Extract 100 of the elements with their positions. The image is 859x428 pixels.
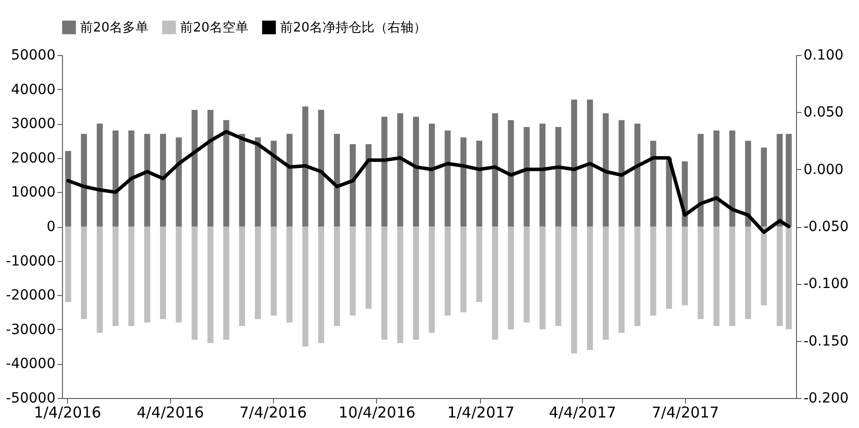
x-tick-label: 4/4/2017 (548, 404, 616, 422)
bar (350, 226, 356, 316)
bar (713, 130, 720, 226)
bar (634, 124, 640, 226)
bar (745, 226, 752, 320)
bar (112, 130, 119, 226)
legend-label: 前20名空单 (180, 20, 249, 36)
bar (540, 226, 546, 330)
x-tick-label: 7/4/2016 (239, 404, 307, 422)
bar (413, 226, 420, 340)
bar (729, 130, 736, 226)
x-tick-label: 10/4/2016 (338, 404, 416, 422)
bar (397, 113, 404, 226)
bar (586, 226, 593, 350)
bar (80, 134, 87, 226)
bar (318, 110, 324, 226)
y-tick-label: 10000 (10, 184, 56, 201)
bar (96, 226, 103, 333)
y-tick-label: 0 (46, 219, 56, 235)
bar (381, 226, 388, 340)
bar (223, 120, 230, 226)
bar (397, 226, 404, 344)
bar (476, 226, 482, 302)
bar (65, 226, 72, 302)
y2-tick-label: 0.000 (804, 162, 844, 178)
bar (192, 110, 198, 226)
y-tick-label: -10000 (6, 253, 56, 270)
bar (302, 226, 308, 347)
bar (476, 140, 482, 226)
bar (176, 226, 182, 323)
y2-tick-label: -0.200 (804, 390, 849, 406)
bar (571, 226, 578, 354)
bar (444, 130, 451, 226)
bar (334, 134, 340, 226)
bar (571, 100, 578, 226)
bar (223, 226, 230, 340)
bar (176, 137, 182, 226)
x-tick-label: 1/4/2017 (447, 404, 515, 422)
bar (302, 106, 308, 226)
bar (745, 140, 752, 226)
bar (666, 226, 672, 309)
legend-label: 前20名净持仓比（右轴） (280, 20, 427, 36)
bar (96, 124, 103, 226)
bar (286, 134, 293, 226)
y-tick-label: -30000 (6, 322, 56, 338)
y-tick-label: -40000 (6, 356, 56, 372)
legend-label: 前20名多单 (80, 20, 149, 36)
y-tick-label: 20000 (10, 150, 56, 166)
bar (366, 226, 372, 309)
bar (555, 226, 562, 326)
bar (729, 226, 736, 326)
bar (239, 134, 246, 226)
bar (144, 226, 150, 323)
bar (682, 226, 688, 306)
x-tick-label: 1/4/2016 (34, 404, 102, 422)
bar (713, 226, 720, 326)
bar (760, 226, 767, 306)
bar (586, 100, 593, 226)
y2-tick-label: -0.050 (804, 219, 849, 235)
y-tick-label: -50000 (6, 390, 56, 406)
bar (207, 226, 214, 344)
line-series (66, 130, 790, 234)
x-tick-label: 4/4/2016 (136, 404, 204, 422)
bar (786, 226, 792, 330)
bar (160, 134, 166, 226)
bar (602, 226, 609, 340)
bar (508, 226, 514, 330)
bar (540, 124, 546, 226)
x-tick-label: 7/4/2017 (652, 404, 720, 422)
bar (144, 134, 150, 226)
y2-tick-label: 0.050 (804, 104, 844, 121)
y2-tick-label: 0.100 (804, 48, 844, 64)
bar (207, 110, 214, 226)
bar (413, 116, 420, 226)
bar (618, 120, 625, 226)
bar (65, 151, 72, 226)
bar (350, 144, 356, 226)
bar (460, 137, 466, 226)
bar (618, 226, 625, 333)
bar (80, 226, 87, 320)
bar (366, 144, 372, 226)
bar (634, 226, 640, 326)
bar (428, 226, 435, 333)
y-tick-label: 30000 (10, 116, 56, 132)
bar (270, 140, 277, 226)
bar (776, 226, 783, 326)
bar (460, 226, 466, 312)
bar (555, 127, 562, 226)
bar (160, 226, 166, 320)
bar (524, 127, 530, 226)
y-tick-label: 50000 (10, 48, 56, 64)
bar (786, 134, 792, 226)
bar (492, 113, 498, 226)
bar (254, 226, 261, 320)
bar (270, 226, 277, 316)
y-tick-label: 40000 (10, 82, 56, 98)
bar (239, 226, 246, 326)
bar (650, 140, 656, 226)
y2-tick-label: -0.100 (804, 276, 849, 292)
bar (602, 113, 609, 226)
